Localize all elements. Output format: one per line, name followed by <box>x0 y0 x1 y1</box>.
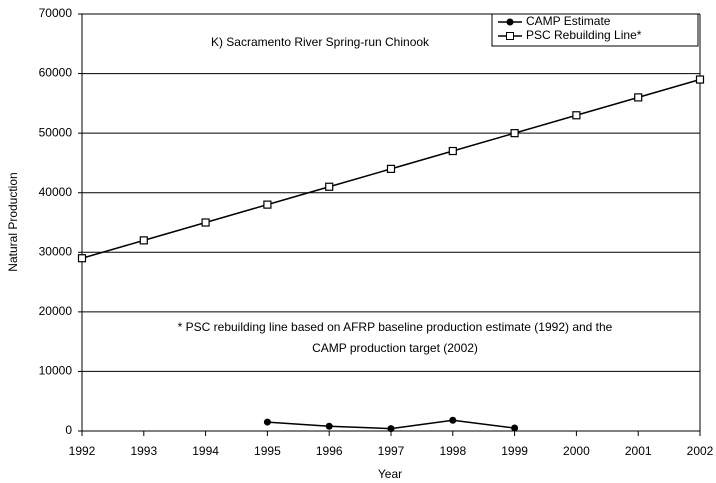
x-tick-label: 2002 <box>687 444 714 458</box>
x-tick-label: 2000 <box>563 444 590 458</box>
x-tick-label: 1992 <box>69 444 96 458</box>
point <box>511 424 519 432</box>
y-tick-label: 50000 <box>39 125 73 139</box>
legend-marker <box>506 18 514 26</box>
x-axis-label: Year <box>378 467 402 481</box>
x-tick-label: 1996 <box>316 444 343 458</box>
point <box>634 93 643 102</box>
chart-title: K) Sacramento River Spring-run Chinook <box>211 35 430 49</box>
point <box>201 218 210 227</box>
y-tick-label: 20000 <box>39 304 73 318</box>
y-tick-label: 60000 <box>39 66 73 80</box>
y-tick-label: 30000 <box>39 244 73 258</box>
x-tick-label: 1997 <box>378 444 405 458</box>
x-tick-label: 1998 <box>439 444 466 458</box>
point <box>387 425 395 433</box>
x-tick-label: 2001 <box>625 444 652 458</box>
x-tick-label: 1994 <box>192 444 219 458</box>
point <box>448 146 457 156</box>
point <box>77 254 87 263</box>
x-tick-label: 1999 <box>501 444 528 458</box>
x-tick-label: 1993 <box>130 444 157 458</box>
y-axis-label: Natural Production <box>6 172 20 271</box>
point <box>449 416 457 424</box>
annotation: * PSC rebuilding line based on AFRP base… <box>178 320 613 334</box>
annotation: CAMP production target (2002) <box>312 341 478 355</box>
y-tick-label: 10000 <box>39 364 73 378</box>
point <box>325 422 333 430</box>
point <box>325 182 334 191</box>
point <box>510 129 519 138</box>
point <box>386 164 396 173</box>
legend-box <box>491 13 699 47</box>
y-tick-label: 70000 <box>39 6 73 20</box>
point <box>139 236 148 245</box>
legend-label: PSC Rebuilding Line* <box>526 28 642 42</box>
point <box>695 75 705 84</box>
point <box>263 200 272 209</box>
x-tick-label: 1995 <box>254 444 281 458</box>
y-tick-label: 0 <box>65 423 72 437</box>
legend-marker <box>506 32 514 40</box>
point <box>263 418 271 426</box>
point <box>572 111 581 120</box>
legend-label: CAMP Estimate <box>526 14 611 28</box>
y-tick-label: 40000 <box>39 185 73 199</box>
